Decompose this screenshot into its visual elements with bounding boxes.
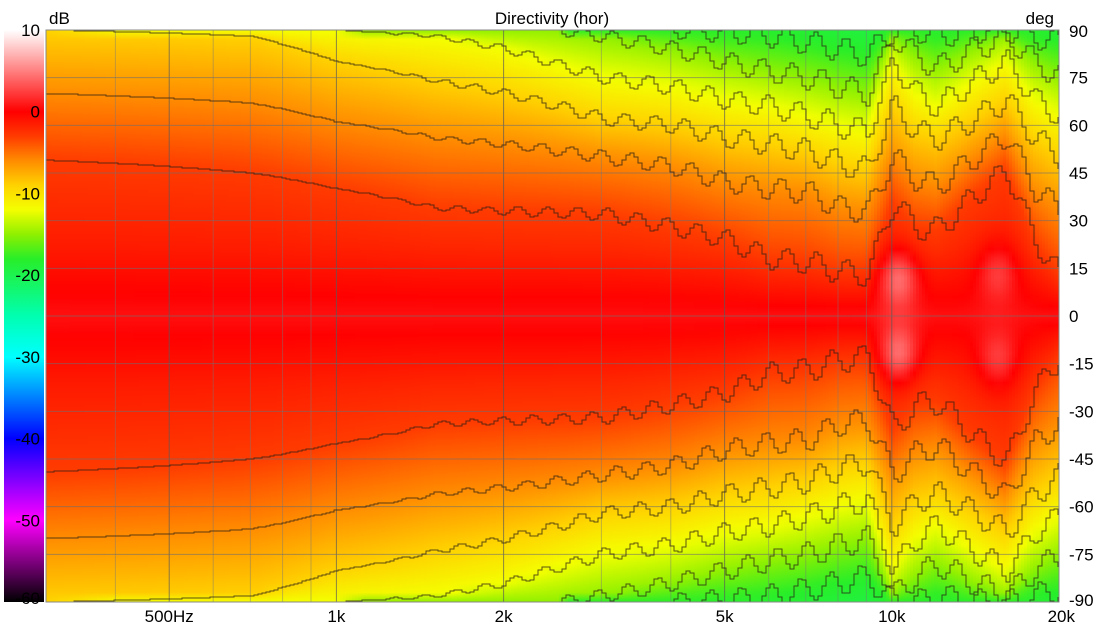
y-tick-label: -30 xyxy=(1069,402,1094,421)
y-axis-ticks: 90 75 60 45 30 15 0 -15 -30 -45 -60 -75 -90 xyxy=(1069,22,1094,610)
colorbar-unit-label: dB xyxy=(49,9,70,28)
grid-layer xyxy=(46,30,1059,602)
x-axis-ticks: 500Hz 1k 2k 5k 10k 20k xyxy=(145,607,1076,626)
colorbar-tick-label: 0 xyxy=(31,103,40,122)
colorbar-tick-label: -20 xyxy=(15,266,40,285)
contour-line xyxy=(561,525,1059,602)
contour-line xyxy=(46,159,1059,287)
plot-frame xyxy=(45,29,1060,603)
x-tick-label: 2k xyxy=(495,607,513,626)
colorbar-tick-label: -50 xyxy=(15,511,40,530)
contour-line xyxy=(46,93,1059,223)
colorbar-ticks: 10 0 -10 -20 -30 -40 -50 -60 xyxy=(15,21,40,608)
x-tick-label: 10k xyxy=(878,607,906,626)
colorbar-tick-label: -30 xyxy=(15,348,40,367)
y-tick-label: 15 xyxy=(1069,259,1088,278)
y-tick-label: 90 xyxy=(1069,22,1088,41)
y-tick-label: -60 xyxy=(1069,498,1094,517)
y-tick-label: 60 xyxy=(1069,116,1088,135)
contour-line xyxy=(561,30,1059,107)
y-tick-label: 75 xyxy=(1069,69,1088,88)
x-tick-label: 500Hz xyxy=(145,607,194,626)
colorbar-tick-label: -40 xyxy=(15,430,40,449)
contour-line xyxy=(337,492,1059,602)
contour-line xyxy=(673,30,1059,67)
chart-title: Directivity (hor) xyxy=(495,9,609,28)
colorbar xyxy=(4,30,44,602)
contour-layer xyxy=(46,30,1059,602)
colorbar-tick-label: -60 xyxy=(15,589,40,608)
y-tick-label: 30 xyxy=(1069,212,1088,231)
contour-line xyxy=(337,30,1059,140)
contour-line xyxy=(673,565,1059,602)
contour-line xyxy=(46,30,1059,178)
contour-line xyxy=(46,345,1059,473)
y-tick-label: 45 xyxy=(1069,164,1088,183)
contour-line xyxy=(46,409,1059,539)
contour-line xyxy=(46,454,1059,602)
y-axis-unit-label: deg xyxy=(1026,9,1054,28)
y-tick-label: -90 xyxy=(1069,591,1094,610)
x-tick-label: 20k xyxy=(1048,607,1076,626)
y-tick-label: 0 xyxy=(1069,307,1078,326)
y-tick-label: -45 xyxy=(1069,450,1094,469)
colorbar-tick-label: -10 xyxy=(15,184,40,203)
x-tick-label: 1k xyxy=(327,607,345,626)
x-tick-label: 5k xyxy=(716,607,734,626)
y-tick-label: -15 xyxy=(1069,355,1094,374)
y-tick-label: -75 xyxy=(1069,545,1094,564)
colorbar-tick-label: 10 xyxy=(21,21,40,40)
